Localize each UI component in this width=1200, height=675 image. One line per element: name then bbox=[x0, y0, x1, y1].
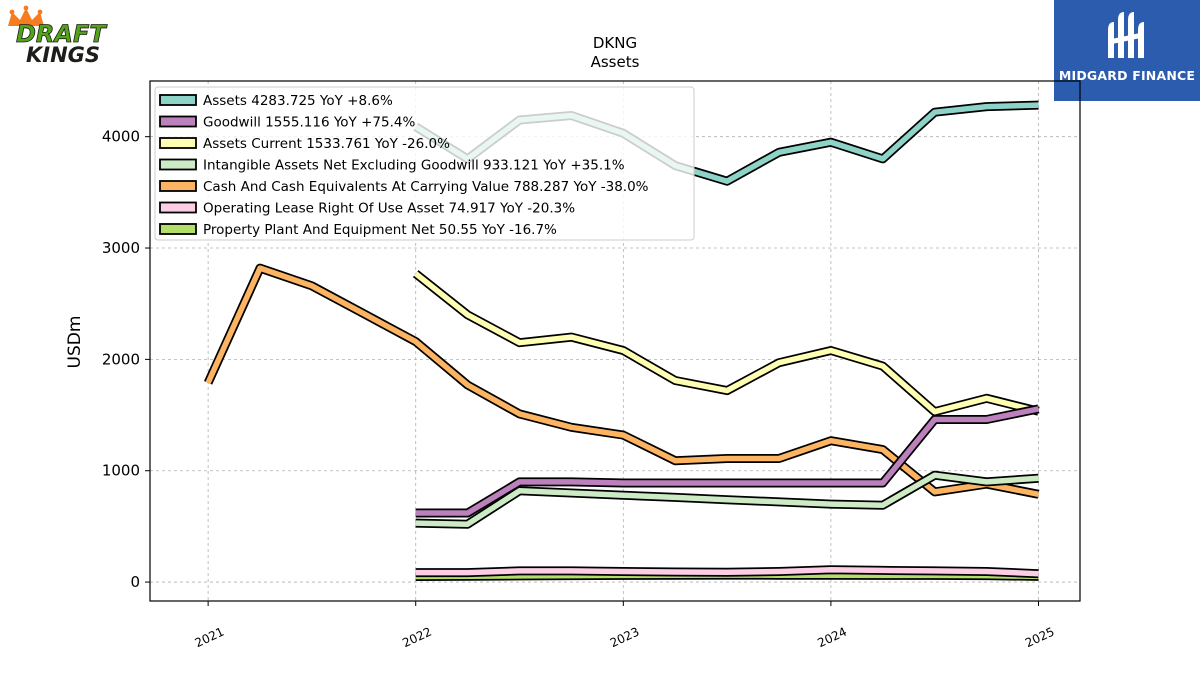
legend-label-assets_current: Assets Current 1533.761 YoY -26.0% bbox=[203, 136, 450, 152]
logo-word-draft: DRAFT bbox=[16, 20, 107, 48]
legend-swatch-assets_current bbox=[159, 137, 197, 149]
y-tick-label: 2000 bbox=[102, 350, 140, 368]
legend-entry-goodwill: Goodwill 1555.116 YoY +75.4% bbox=[159, 115, 415, 131]
legend-entry-assets: Assets 4283.725 YoY +8.6% bbox=[159, 93, 393, 109]
legend-entry-lease: Operating Lease Right Of Use Asset 74.91… bbox=[159, 201, 575, 217]
legend-entry-cash: Cash And Cash Equivalents At Carrying Va… bbox=[159, 179, 649, 195]
series-lease bbox=[415, 565, 1039, 579]
y-tick-label: 3000 bbox=[102, 239, 140, 257]
legend-label-cash: Cash And Cash Equivalents At Carrying Va… bbox=[203, 179, 649, 195]
legend-box bbox=[154, 86, 695, 241]
legend-entries: Assets 4283.725 YoY +8.6% Goodwill 1555.1… bbox=[159, 93, 649, 238]
y-axis-label: USDm bbox=[65, 316, 85, 369]
chart-title: DKNG bbox=[593, 34, 637, 52]
legend-swatch-lease bbox=[159, 201, 197, 214]
legend-swatch-assets bbox=[159, 94, 197, 106]
series-lines bbox=[204, 100, 1040, 581]
midgard-emblem-icon bbox=[1108, 12, 1144, 58]
chart-subtitle: Assets bbox=[591, 53, 640, 71]
x-tick-label: 2022 bbox=[400, 625, 434, 651]
x-tick-label: 2023 bbox=[608, 625, 642, 651]
y-tick-label: 4000 bbox=[102, 128, 140, 146]
series-assets_current bbox=[412, 270, 1040, 417]
draftkings-logo: DRAFT KINGS bbox=[8, 5, 108, 67]
x-tick-label: 2021 bbox=[193, 625, 227, 651]
series-intangible-line bbox=[415, 472, 1039, 527]
crown-icon bbox=[8, 5, 44, 26]
legend-swatch-ppe bbox=[159, 223, 197, 235]
series-goodwill bbox=[415, 404, 1040, 518]
legend-entry-intangible: Intangible Assets Net Excluding Goodwill… bbox=[159, 158, 625, 174]
legend-label-assets: Assets 4283.725 YoY +8.6% bbox=[203, 93, 393, 109]
midgard-finance-wordmark: MIDGARD FINANCE bbox=[1058, 68, 1196, 83]
legend: Assets 4283.725 YoY +8.6% Goodwill 1555.1… bbox=[154, 86, 695, 241]
x-tick-label: 2025 bbox=[1023, 625, 1057, 651]
series-assets_current-line bbox=[413, 271, 1040, 415]
legend-entry-assets_current: Assets Current 1533.761 YoY -26.0% bbox=[159, 136, 450, 152]
legend-swatch-intangible bbox=[159, 158, 197, 171]
legend-label-ppe: Property Plant And Equipment Net 50.55 Y… bbox=[203, 222, 557, 238]
legend-label-intangible: Intangible Assets Net Excluding Goodwill… bbox=[203, 158, 625, 174]
series-intangible bbox=[415, 470, 1039, 529]
x-tick-label: 2024 bbox=[815, 625, 849, 651]
y-tick-label: 0 bbox=[130, 573, 140, 591]
legend-label-goodwill: Goodwill 1555.116 YoY +75.4% bbox=[203, 115, 415, 131]
legend-entry-ppe: Property Plant And Equipment Net 50.55 Y… bbox=[159, 222, 557, 238]
legend-swatch-goodwill bbox=[159, 115, 197, 128]
legend-label-lease: Operating Lease Right Of Use Asset 74.91… bbox=[203, 201, 575, 217]
series-goodwill-line bbox=[415, 406, 1040, 516]
plot-frame bbox=[149, 80, 1081, 602]
logo-word-kings: KINGS bbox=[26, 43, 100, 67]
y-tick-label: 1000 bbox=[102, 462, 140, 480]
series-lease-line bbox=[415, 567, 1039, 577]
legend-swatch-cash bbox=[159, 180, 197, 192]
midgard-finance-logo: MIDGARD FINANCE bbox=[1054, 0, 1200, 101]
